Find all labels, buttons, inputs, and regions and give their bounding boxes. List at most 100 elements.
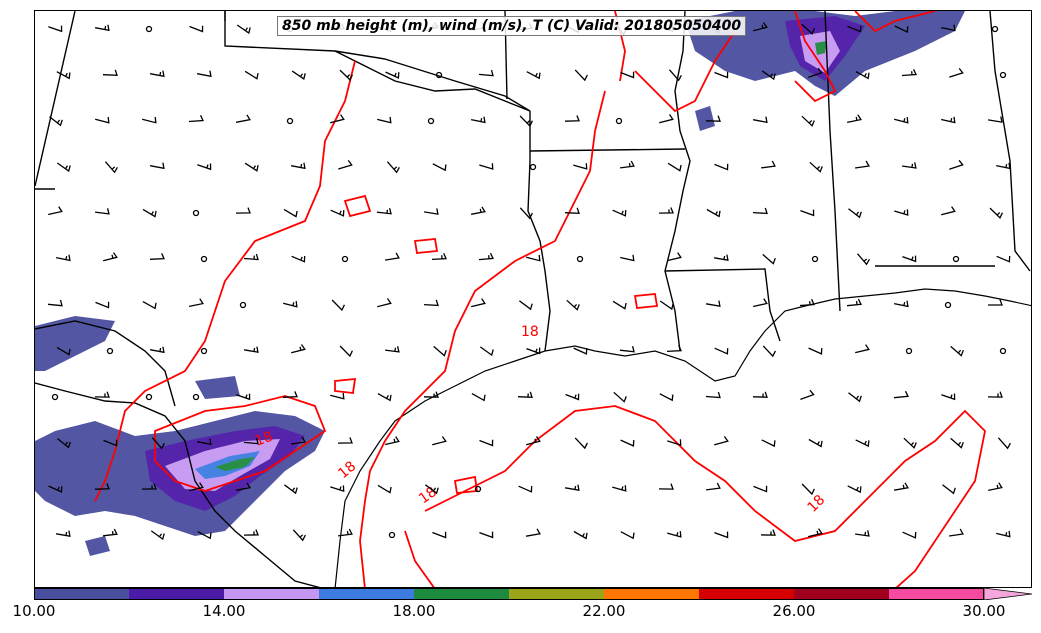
wind-barb xyxy=(801,115,815,127)
wind-barb xyxy=(752,207,768,215)
wind-barb xyxy=(104,161,118,174)
wind-barb xyxy=(808,347,823,355)
wind-barb xyxy=(714,163,729,171)
wind-barb xyxy=(714,436,729,446)
wind-barb xyxy=(942,484,956,495)
wind-barb xyxy=(525,528,541,537)
contour-18-south xyxy=(404,530,435,587)
wind-barb xyxy=(235,482,251,491)
wind-barb xyxy=(330,209,345,217)
wind-barb xyxy=(292,529,306,542)
wind-barb xyxy=(893,300,909,308)
wind-barb xyxy=(714,531,729,539)
wind-barb xyxy=(753,22,768,32)
wind-barb xyxy=(761,439,776,448)
wind-barb xyxy=(149,70,165,78)
calm-wind-circle xyxy=(474,485,482,493)
wind-barb xyxy=(197,163,212,171)
wind-barb xyxy=(847,25,862,33)
contour-18-loop1 xyxy=(343,194,372,218)
calm-wind-circle xyxy=(529,163,537,171)
border-tx-ar xyxy=(527,111,551,352)
border-mississippi-river xyxy=(664,11,691,352)
wind-barb xyxy=(384,252,400,261)
wind-barb xyxy=(49,116,63,127)
calm-wind-circle xyxy=(341,255,349,263)
wind-barb xyxy=(197,531,212,540)
wind-barb xyxy=(385,346,400,353)
wind-barb xyxy=(997,437,1011,450)
wind-barb xyxy=(612,300,627,310)
wind-barb xyxy=(893,482,909,491)
colorbar-segments xyxy=(34,588,985,600)
wind-barb xyxy=(284,484,298,495)
wind-barb xyxy=(620,71,635,79)
wind-barb xyxy=(56,346,71,356)
wind-barb xyxy=(423,208,439,215)
wind-barb xyxy=(808,67,823,78)
wind-barb xyxy=(377,298,392,308)
wind-barb xyxy=(902,162,917,169)
wind-barb xyxy=(479,163,494,170)
wind-barb xyxy=(619,346,635,353)
wind-barb xyxy=(243,253,259,261)
wind-barb xyxy=(339,69,353,82)
colorbar-tick-label: 10.00 xyxy=(12,602,56,620)
wind-barb xyxy=(243,346,259,353)
wind-barb xyxy=(291,344,306,354)
wind-barb xyxy=(385,436,400,446)
wind-barb xyxy=(573,530,588,540)
map-canvas: 18 18 18 18 18 xyxy=(35,11,1031,587)
wind-barb xyxy=(574,69,588,82)
wind-barb xyxy=(809,161,823,173)
wind-barb xyxy=(846,114,862,124)
wind-barb xyxy=(714,347,729,355)
calm-wind-circle xyxy=(239,301,247,309)
colorbar-segment xyxy=(319,588,415,600)
wind-barb xyxy=(659,393,674,402)
wind-barb xyxy=(761,70,776,81)
wind-barb xyxy=(950,437,964,449)
wind-barb xyxy=(855,160,870,169)
contour-18-texas-blob xyxy=(154,395,327,492)
calm-wind-circle xyxy=(200,347,208,355)
wind-barb xyxy=(620,531,635,540)
wind-barb xyxy=(423,391,439,398)
wind-barb xyxy=(987,391,1003,398)
shade-west-small xyxy=(195,376,240,399)
wind-barb xyxy=(855,344,870,354)
wind-barb xyxy=(526,71,541,80)
calm-wind-circle xyxy=(200,255,208,263)
wind-barb xyxy=(526,436,541,446)
wind-barb xyxy=(94,24,110,32)
wind-barb xyxy=(666,345,682,353)
colorbar-segment xyxy=(509,588,605,600)
colorbar-segment xyxy=(889,588,985,600)
wind-barb xyxy=(988,482,1003,492)
wind-barb xyxy=(987,116,1003,123)
wind-barb xyxy=(753,298,768,308)
colorbar-tick-label: 22.00 xyxy=(582,602,626,620)
calm-wind-circle xyxy=(435,71,443,79)
wind-barb xyxy=(423,299,439,307)
wind-barb xyxy=(713,254,729,261)
wind-barb xyxy=(149,162,165,170)
border-ar-la xyxy=(529,148,686,152)
wind-barb xyxy=(573,347,588,355)
wind-barb xyxy=(95,208,110,215)
colorbar xyxy=(34,588,1032,600)
shade-south-texas-max xyxy=(215,457,255,471)
wind-barb xyxy=(56,162,71,173)
wind-barb xyxy=(658,483,674,490)
wind-barb xyxy=(470,116,486,124)
wind-barb xyxy=(196,70,212,78)
wind-barb xyxy=(950,345,964,357)
wind-barb xyxy=(706,482,721,491)
wind-barb xyxy=(386,161,400,174)
border-nm-west xyxy=(35,11,76,187)
wind-barb xyxy=(55,254,71,262)
colorbar-extend-arrow xyxy=(983,588,1032,600)
wind-barb xyxy=(57,438,71,449)
wind-barb xyxy=(667,531,682,538)
wind-barb xyxy=(103,528,118,537)
